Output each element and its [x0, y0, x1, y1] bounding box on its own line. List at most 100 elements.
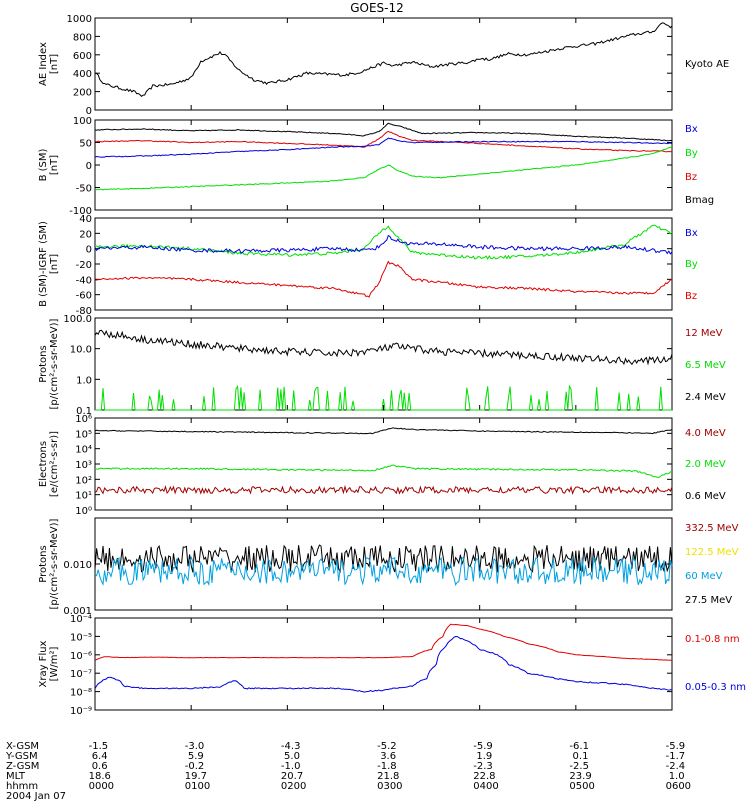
ephemeris-value: -0.2 — [184, 761, 205, 772]
legend-entry-protlow: 12 MeV — [685, 328, 723, 339]
y-tick-label-ae: 800 — [73, 32, 92, 43]
ephemeris-label: X-GSM — [6, 741, 40, 752]
y-tick-label-ae: 0 — [86, 106, 92, 117]
y-axis-label-ae: [nT] — [49, 54, 60, 74]
panel-frame-xray — [94, 617, 673, 711]
legend-entry-protlow: 2.4 MeV — [685, 392, 726, 403]
panel-frame-ae — [94, 17, 673, 111]
ephemeris-value: -5.9 — [473, 741, 493, 752]
ephemeris-value: 5.9 — [187, 751, 204, 762]
series-line-ae-Kyoto-AE — [95, 22, 673, 97]
series-line-prothigh-27-5-MeV — [94, 544, 673, 574]
panel-frame-bsm — [94, 119, 673, 211]
legend-entry-bsm: Bz — [685, 172, 697, 183]
ephemeris-row: Z-GSM 0.6 -0.2 -1.0 -1.8 -2.3 -2.5 -2.4 — [6, 762, 746, 772]
legend-entry-elec: 4.0 MeV — [685, 428, 726, 439]
y-tick-label-ae: 1000 — [67, 14, 92, 25]
y-axis-label-prothigh: [p/(cm²-s-sr-MeV)] — [49, 518, 60, 609]
series-line-bsm-Bx — [94, 137, 673, 158]
ephemeris-value: 20.7 — [280, 771, 304, 782]
y-tick-label-bigrf: -60 — [76, 291, 92, 302]
y-tick-label-protlow: 0.1 — [76, 406, 92, 417]
series-line-elec-0-6-MeV — [94, 427, 673, 435]
series-line-bsm-By — [94, 146, 673, 191]
y-tick-label-ae: 200 — [73, 88, 92, 99]
legend-entry-xray: 0.05-0.3 nm — [685, 682, 746, 693]
ephemeris-value: 0100 — [184, 781, 211, 792]
ephemeris-value: -1.5 — [88, 741, 109, 752]
series-line-bsm-Bmag — [94, 122, 673, 142]
y-tick-label-elec: 10⁰ — [75, 506, 92, 517]
y-tick-label-bsm: -50 — [76, 184, 92, 195]
y-tick-label-xray: 10⁻⁷ — [70, 669, 92, 680]
y-axis-label-bsm: B (SM) — [38, 148, 49, 181]
y-tick-label-prothigh: 0.001 — [63, 606, 92, 617]
y-tick-label-bigrf: 0 — [86, 245, 92, 256]
y-tick-label-elec: 10¹ — [75, 491, 92, 502]
y-tick-label-bigrf: 20 — [79, 229, 92, 240]
legend-entry-xray: 0.1-0.8 nm — [685, 634, 740, 645]
y-tick-label-bigrf: 40 — [79, 214, 92, 225]
y-axis-label-protlow: Protons — [38, 345, 49, 382]
y-axis-label-elec: [e/(cm²-s-sr)] — [49, 431, 60, 497]
series-line-elec-2-0-MeV — [94, 464, 673, 478]
y-tick-label-ae: 400 — [73, 69, 92, 80]
series-line-prothigh-60-MeV — [94, 555, 673, 586]
y-tick-label-xray: 10⁻⁶ — [70, 651, 92, 662]
panel-frame-bigrf — [94, 217, 673, 311]
y-axis-label-xray: [W/m²] — [49, 646, 60, 681]
ephemeris-value: 0200 — [280, 781, 307, 792]
ephemeris-row: X-GSM -1.5 -3.0 -4.3 -5.2 -5.9 -6.1 -5.9 — [6, 742, 746, 752]
ephemeris-value: 1.0 — [668, 771, 685, 782]
legend-entry-ae: Kyoto AE — [685, 59, 729, 70]
y-axis-label-bsm: [nT] — [49, 155, 60, 175]
series-line-bsm-Bz — [94, 130, 673, 153]
y-tick-label-prothigh: 0.010 — [63, 560, 92, 571]
ephemeris-value: 3.6 — [380, 751, 397, 762]
ephemeris-value: 0500 — [569, 781, 595, 792]
legend-entry-bsm: Bmag — [685, 195, 714, 206]
series-line-bigrf-Bz — [94, 260, 673, 298]
y-tick-label-bigrf: -20 — [76, 260, 92, 271]
ephemeris-value: 22.8 — [473, 771, 496, 782]
ephemeris-value: -5.9 — [665, 741, 686, 752]
y-tick-label-protlow: 10.0 — [70, 345, 92, 356]
legend-entry-bigrf: Bz — [685, 291, 697, 302]
y-axis-label-protlow: [p/(cm²-s-sr-MeV)] — [49, 318, 60, 409]
y-tick-label-bsm: 0 — [86, 161, 92, 172]
legend-entry-prothigh: 332.5 MeV — [685, 523, 739, 534]
ephemeris-value: -4.3 — [280, 741, 301, 752]
legend-entry-bigrf: Bx — [685, 228, 698, 239]
ephemeris-row: MLT 18.6 19.7 20.7 21.8 22.8 23.9 1.0 — [6, 772, 746, 782]
series-line-bigrf-By — [94, 224, 673, 260]
y-tick-label-bsm: -100 — [69, 206, 92, 217]
series-line-elec-4-0-MeV — [94, 484, 673, 495]
ephemeris-value: -3.0 — [184, 741, 205, 752]
ephemeris-row: Y-GSM 6.4 5.9 5.0 3.6 1.9 0.1 -1.7 — [6, 752, 746, 762]
ephemeris-value: -1.0 — [280, 761, 301, 772]
series-line-xray-0-1-0-8-nm — [94, 623, 672, 661]
ephemeris-value: 21.8 — [377, 771, 400, 782]
ephemeris-value: 0400 — [473, 781, 499, 792]
y-axis-label-bigrf: [nT] — [49, 254, 60, 274]
y-tick-label-ae: 600 — [73, 51, 92, 62]
y-tick-label-elec: 10³ — [75, 460, 92, 471]
y-axis-label-elec: Electrons — [38, 441, 49, 487]
y-tick-label-bigrf: -40 — [76, 275, 92, 286]
legend-entry-prothigh: 60 MeV — [685, 571, 723, 582]
y-tick-label-bsm: 50 — [79, 139, 92, 150]
ephemeris-value: 1.9 — [476, 751, 493, 762]
ephemeris-label: MLT — [6, 771, 25, 782]
y-axis-label-ae: AE Index — [38, 42, 49, 86]
ephemeris-value: 0.1 — [572, 751, 589, 762]
legend-entry-bigrf: By — [685, 259, 698, 270]
ephemeris-value: 0300 — [377, 781, 403, 792]
legend-entry-protlow: 6.5 MeV — [685, 360, 726, 371]
legend-entry-bsm: Bx — [685, 124, 698, 135]
ephemeris-value: -2.5 — [569, 761, 589, 772]
ephemeris-value: 18.6 — [88, 771, 111, 782]
legend-entry-prothigh: 122.5 MeV — [685, 547, 739, 558]
panel-frame-elec — [94, 417, 673, 511]
series-line-xray-0-05-0-3-nm — [94, 635, 672, 693]
